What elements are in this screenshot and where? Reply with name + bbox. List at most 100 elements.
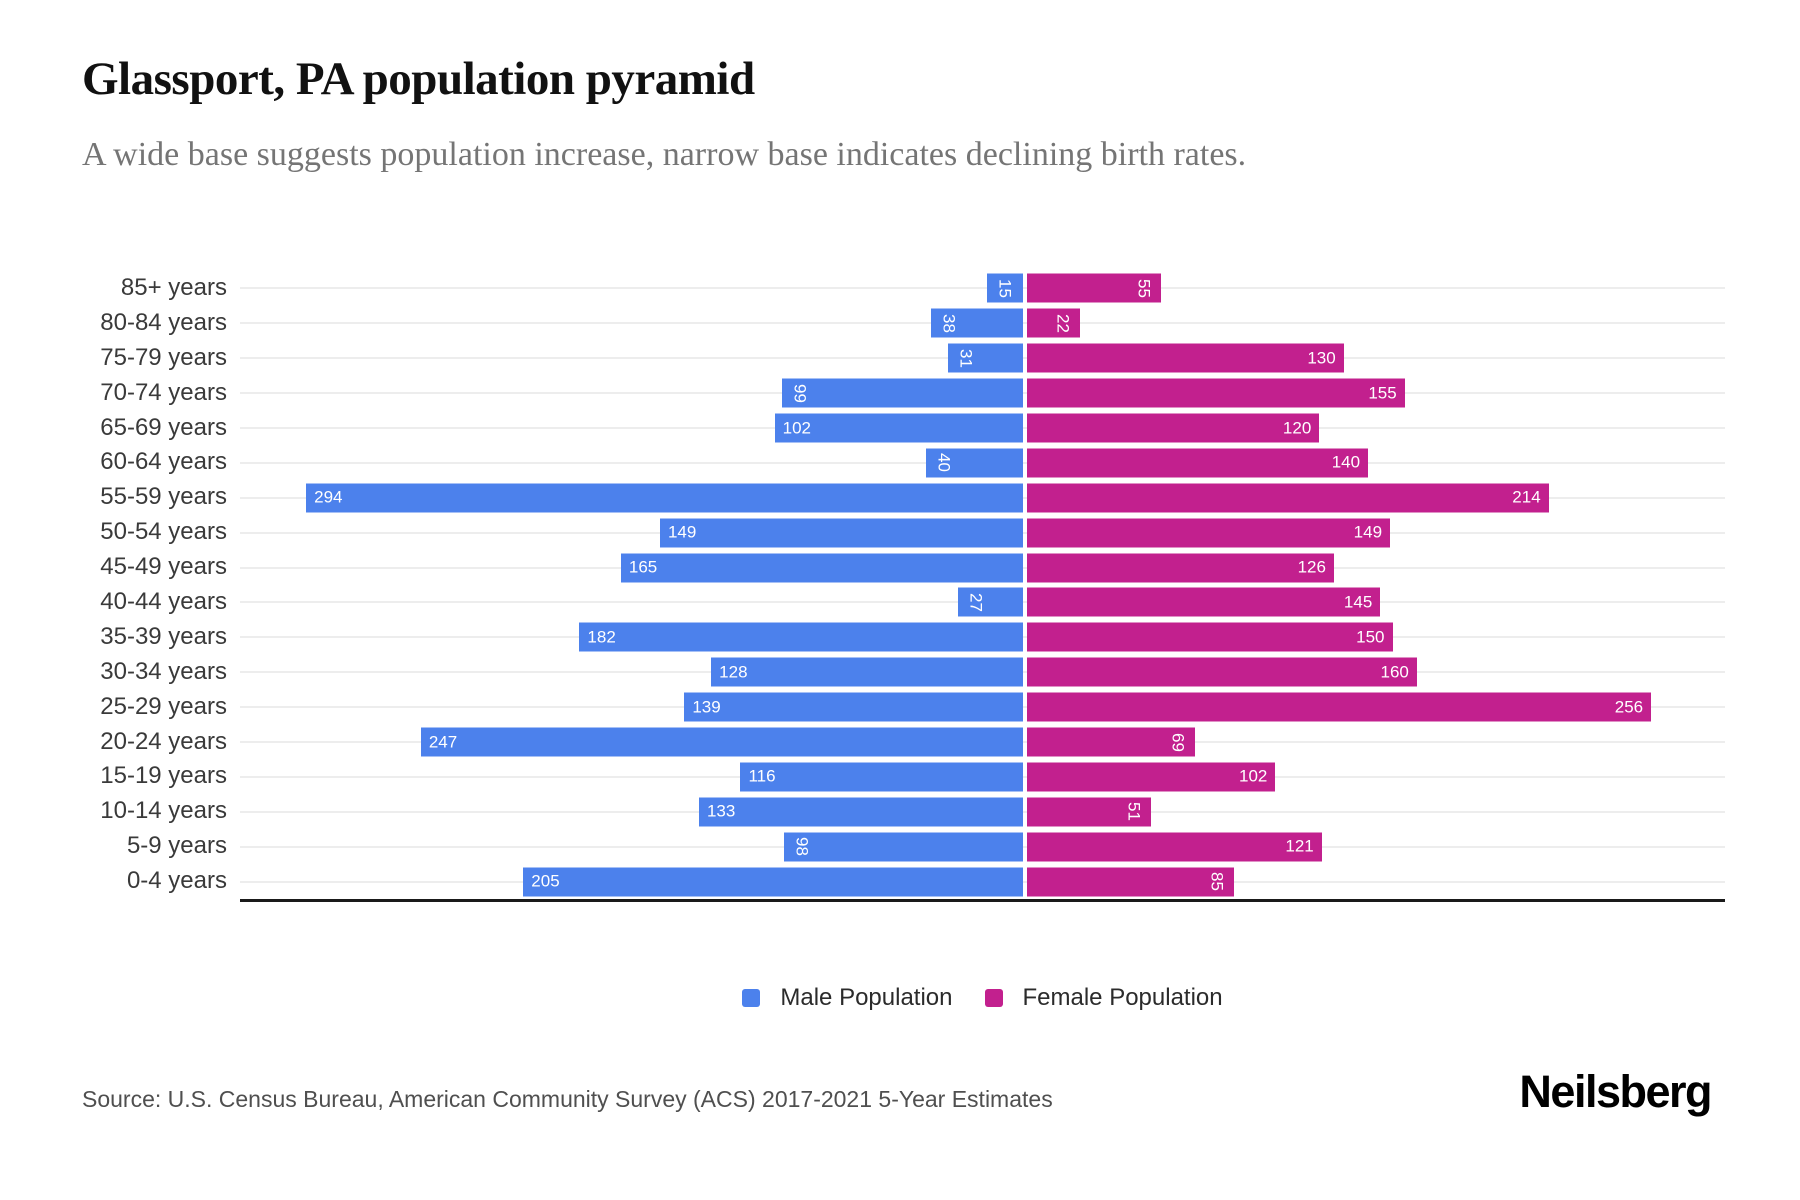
chart-row-track: 149 149: [240, 515, 1725, 550]
age-group-label: 60-64 years: [100, 448, 227, 476]
age-group-label: 0-4 years: [126, 867, 227, 895]
age-group-label: 5-9 years: [126, 832, 227, 860]
female-bar[interactable]: 120: [1026, 413, 1320, 443]
age-group-label: 20-24 years: [100, 727, 227, 755]
bar-value-label: 40: [934, 453, 954, 473]
bar-value-label: 116: [748, 766, 776, 786]
male-bar[interactable]: 133: [698, 797, 1024, 827]
bar-value-label: 69: [1168, 732, 1188, 752]
bar-value-label: 85: [1207, 872, 1227, 892]
female-bar[interactable]: 160: [1026, 657, 1417, 687]
male-bar[interactable]: 205: [523, 867, 1024, 897]
female-bar[interactable]: 256: [1026, 692, 1652, 722]
chart-row-track: 40 140: [240, 445, 1725, 480]
female-bar[interactable]: 51: [1026, 797, 1151, 827]
bar-value-label: 22: [1053, 313, 1073, 333]
chart-row: 65-69 years 102 120: [0, 411, 1800, 446]
male-bar[interactable]: 102: [774, 413, 1024, 443]
legend-item-female[interactable]: Female Population: [984, 984, 1223, 1012]
source-attribution: Source: U.S. Census Bureau, American Com…: [82, 1086, 1053, 1112]
chart-row: 20-24 years 247 69: [0, 725, 1800, 760]
male-bar[interactable]: 40: [925, 448, 1024, 478]
chart-row-track: 294 214: [240, 480, 1725, 515]
male-bar[interactable]: 99: [781, 378, 1024, 408]
legend-item-male[interactable]: Male Population: [742, 984, 953, 1012]
chart-row: 5-9 years 98 121: [0, 829, 1800, 864]
female-bar[interactable]: 55: [1026, 273, 1161, 303]
age-group-label: 35-39 years: [100, 622, 227, 650]
male-bar[interactable]: 98: [784, 832, 1024, 862]
age-group-label: 80-84 years: [100, 308, 227, 336]
bar-value-label: 165: [628, 557, 658, 577]
chart-row-track: 27 145: [240, 585, 1725, 620]
bar-value-label: 149: [1353, 522, 1383, 542]
male-legend-swatch-icon: [742, 989, 761, 1007]
male-bar[interactable]: 247: [420, 727, 1024, 757]
age-group-label: 15-19 years: [100, 762, 227, 790]
female-bar[interactable]: 85: [1026, 867, 1234, 897]
female-bar[interactable]: 155: [1026, 378, 1405, 408]
bar-value-label: 102: [782, 418, 811, 437]
age-group-label: 45-49 years: [100, 553, 227, 581]
age-group-label: 40-44 years: [100, 588, 227, 616]
chart-row-track: 31 130: [240, 341, 1725, 376]
bar-value-label: 38: [939, 313, 959, 333]
age-group-label: 55-59 years: [100, 483, 227, 511]
bar-value-label: 145: [1343, 592, 1373, 612]
male-bar[interactable]: 128: [711, 657, 1024, 687]
chart-row: 80-84 years 38 22: [0, 306, 1800, 341]
legend-label: Male Population: [780, 984, 953, 1011]
male-bar[interactable]: 294: [306, 483, 1024, 513]
female-bar[interactable]: 150: [1026, 622, 1393, 652]
bar-value-label: 150: [1356, 627, 1385, 647]
male-bar[interactable]: 139: [684, 692, 1024, 722]
legend-label: Female Population: [1022, 984, 1223, 1011]
chart-row: 15-19 years 116 102: [0, 759, 1800, 794]
male-bar[interactable]: 182: [579, 622, 1024, 652]
bar-value-label: 102: [1239, 766, 1268, 786]
bar-value-label: 214: [1512, 487, 1541, 507]
female-bar[interactable]: 145: [1026, 587, 1381, 617]
chart-row-track: 247 69: [240, 725, 1725, 760]
neilsberg-logo: Neilsberg: [1519, 1066, 1712, 1117]
age-group-label: 70-74 years: [100, 378, 227, 406]
chart-row: 0-4 years 205 85: [0, 864, 1800, 899]
chart-row: 35-39 years 182 150: [0, 620, 1800, 655]
male-bar[interactable]: 165: [620, 553, 1024, 583]
bar-value-label: 256: [1614, 697, 1644, 717]
male-bar[interactable]: 31: [947, 343, 1024, 373]
female-bar[interactable]: 149: [1026, 518, 1391, 548]
chart-row: 45-49 years 165 126: [0, 550, 1800, 585]
bar-value-label: 51: [1124, 802, 1144, 822]
age-group-label: 30-34 years: [100, 657, 227, 685]
bar-value-label: 128: [719, 662, 748, 682]
female-bar[interactable]: 22: [1026, 308, 1081, 338]
female-bar[interactable]: 126: [1026, 553, 1334, 583]
bar-value-label: 133: [706, 801, 736, 821]
chart-row: 25-29 years 139 256: [0, 690, 1800, 725]
female-bar[interactable]: 140: [1026, 448, 1369, 478]
gridline: [240, 287, 1725, 290]
chart-row-track: 116 102: [240, 759, 1725, 794]
chart-row-track: 99 155: [240, 376, 1725, 411]
bar-value-label: 120: [1282, 418, 1312, 437]
bar-value-label: 126: [1297, 557, 1326, 577]
male-bar[interactable]: 38: [930, 308, 1024, 338]
female-bar[interactable]: 130: [1026, 343, 1344, 373]
male-bar[interactable]: 149: [659, 518, 1024, 548]
bar-value-label: 182: [587, 627, 616, 647]
female-bar[interactable]: 214: [1026, 483, 1549, 513]
age-group-label: 50-54 years: [100, 518, 227, 546]
female-bar[interactable]: 121: [1026, 832, 1322, 862]
male-bar[interactable]: 116: [740, 762, 1024, 792]
chart-row-track: 133 51: [240, 794, 1725, 829]
male-bar[interactable]: 15: [986, 273, 1024, 303]
bar-value-label: 294: [314, 487, 343, 507]
bar-value-label: 160: [1380, 662, 1409, 682]
female-bar[interactable]: 102: [1026, 762, 1276, 792]
age-group-label: 25-29 years: [100, 692, 227, 720]
male-bar[interactable]: 27: [957, 587, 1024, 617]
female-bar[interactable]: 69: [1026, 727, 1195, 757]
chart-row-track: 182 150: [240, 620, 1725, 655]
chart-row-track: 128 160: [240, 655, 1725, 690]
